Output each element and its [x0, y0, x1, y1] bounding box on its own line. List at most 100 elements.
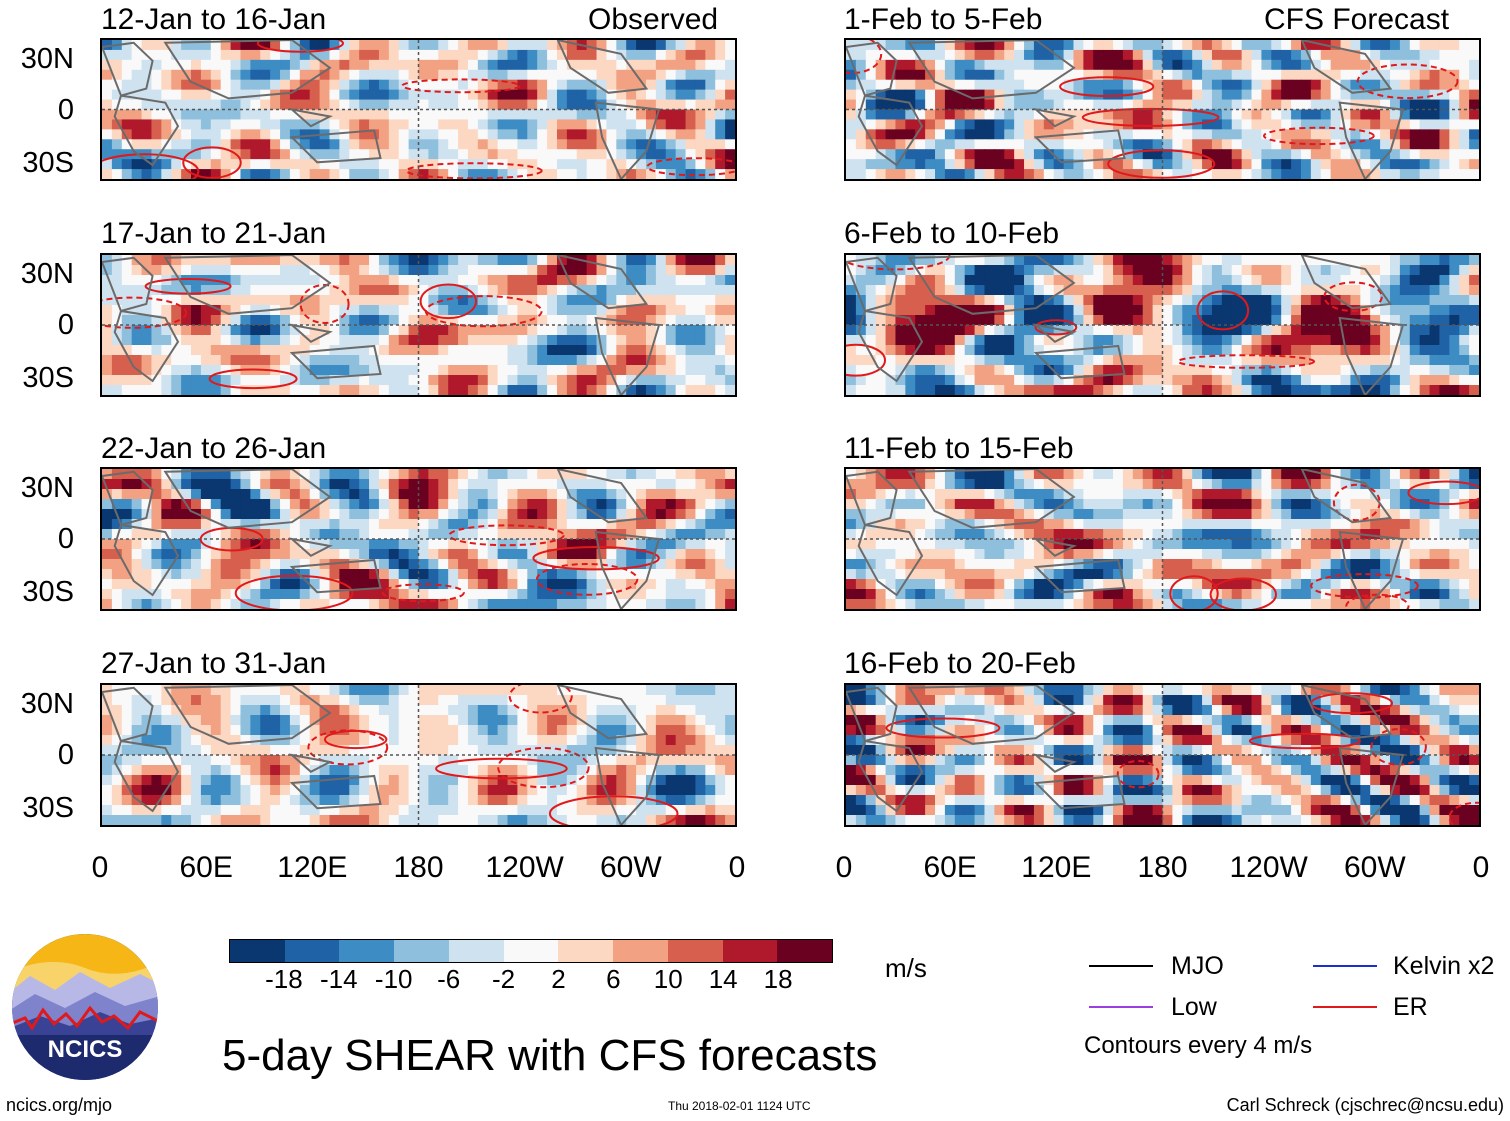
heatmap-cell — [299, 695, 311, 706]
heatmap-cell — [131, 519, 143, 530]
heatmap-cell — [270, 805, 281, 816]
heatmap-cell — [586, 569, 598, 580]
heatmap-cell — [954, 275, 966, 286]
heatmap-cell — [665, 385, 677, 395]
heatmap-cell — [428, 589, 439, 600]
heatmap-cell — [616, 735, 627, 746]
heatmap-cell — [1291, 275, 1302, 286]
heatmap-cell — [1399, 129, 1411, 140]
heatmap-cell — [1043, 129, 1055, 140]
heatmap-cell — [240, 785, 251, 796]
heatmap-cell — [131, 375, 143, 386]
heatmap-cell — [467, 785, 479, 796]
heatmap-cell — [388, 285, 400, 296]
heatmap-cell — [438, 705, 449, 716]
heatmap-cell — [181, 265, 192, 276]
heatmap-cell — [1370, 79, 1381, 91]
heatmap-cell — [438, 805, 449, 816]
heatmap-cell — [260, 539, 271, 550]
heatmap-cell — [1469, 149, 1479, 160]
heatmap-cell — [309, 569, 321, 580]
heatmap-cell — [289, 69, 301, 81]
heatmap-cell — [171, 795, 182, 806]
heatmap-cell — [994, 305, 1005, 316]
heatmap-cell — [695, 40, 706, 51]
heatmap-cell — [675, 695, 687, 706]
heatmap-cell — [507, 139, 519, 150]
heatmap-cell — [200, 315, 212, 326]
heatmap-cell — [606, 385, 617, 395]
heatmap-cell — [1231, 89, 1243, 101]
heatmap-cell — [1389, 255, 1401, 266]
heatmap-cell — [497, 295, 509, 306]
heatmap-cell — [369, 40, 380, 51]
heatmap-cell — [438, 40, 449, 51]
heatmap-cell — [1113, 305, 1124, 316]
heatmap-cell — [586, 695, 598, 706]
heatmap-cell — [895, 159, 906, 170]
heatmap-cell — [191, 40, 202, 51]
heatmap-cell — [1182, 89, 1193, 101]
heatmap-cell — [448, 479, 459, 490]
heatmap-cell — [250, 129, 261, 140]
heatmap-cell — [1221, 295, 1233, 306]
heatmap-cell — [250, 59, 261, 71]
heatmap-cell — [1063, 169, 1075, 179]
heatmap-cell — [1122, 129, 1134, 140]
heatmap-cell — [121, 559, 133, 570]
heatmap-cell — [210, 59, 222, 71]
heatmap-cell — [428, 529, 439, 540]
heatmap-cell — [270, 295, 281, 306]
heatmap-cell — [1370, 109, 1381, 121]
heatmap-cell — [260, 765, 271, 776]
heatmap-cell — [537, 335, 548, 346]
heatmap-cell — [121, 315, 133, 326]
heatmap-cell — [507, 59, 519, 71]
heatmap-cell — [517, 99, 528, 111]
cfs-forecast-label: CFS Forecast — [1264, 3, 1450, 36]
heatmap-cell — [1469, 69, 1479, 81]
heatmap-cell — [329, 685, 340, 696]
heatmap-cell — [458, 765, 469, 776]
heatmap-cell — [378, 559, 390, 570]
heatmap-cell — [1389, 285, 1401, 296]
heatmap-cell — [438, 519, 449, 530]
heatmap-cell — [349, 149, 360, 160]
heatmap-cell — [527, 499, 538, 510]
heatmap-cell — [527, 255, 538, 266]
heatmap-cell — [1004, 99, 1015, 111]
heatmap-cell — [487, 735, 499, 746]
heatmap-cell — [131, 815, 143, 825]
heatmap-cell — [477, 519, 489, 530]
heatmap-cell — [665, 345, 677, 356]
heatmap-cell — [596, 255, 608, 266]
heatmap-cell — [665, 159, 677, 170]
heatmap-cell — [250, 285, 261, 296]
heatmap-cell — [1053, 40, 1065, 51]
heatmap-cell — [398, 355, 410, 366]
heatmap-cell — [1202, 139, 1213, 150]
heatmap-cell — [171, 385, 182, 395]
heatmap-cell — [1449, 275, 1460, 286]
heatmap-cell — [576, 785, 588, 796]
heatmap-cell — [378, 139, 390, 150]
heatmap-cell — [497, 755, 509, 766]
heatmap-cell — [556, 479, 568, 490]
heatmap-cell — [210, 139, 222, 150]
heatmap-cell — [576, 745, 588, 756]
heatmap-cell — [487, 375, 499, 386]
heatmap-cell — [865, 139, 877, 150]
heatmap-cell — [1063, 305, 1075, 316]
heatmap-cell — [685, 715, 697, 726]
heatmap-cell — [467, 589, 479, 600]
heatmap-cell — [220, 40, 232, 51]
heatmap-cell — [408, 285, 420, 296]
heatmap-cell — [359, 99, 370, 111]
heatmap-cell — [665, 549, 677, 560]
heatmap-cell — [497, 385, 509, 395]
heatmap-cell — [547, 745, 558, 756]
heatmap-cell — [220, 479, 232, 490]
heatmap-cell — [280, 509, 291, 520]
heatmap-cell — [458, 49, 469, 61]
heatmap-cell — [448, 529, 459, 540]
